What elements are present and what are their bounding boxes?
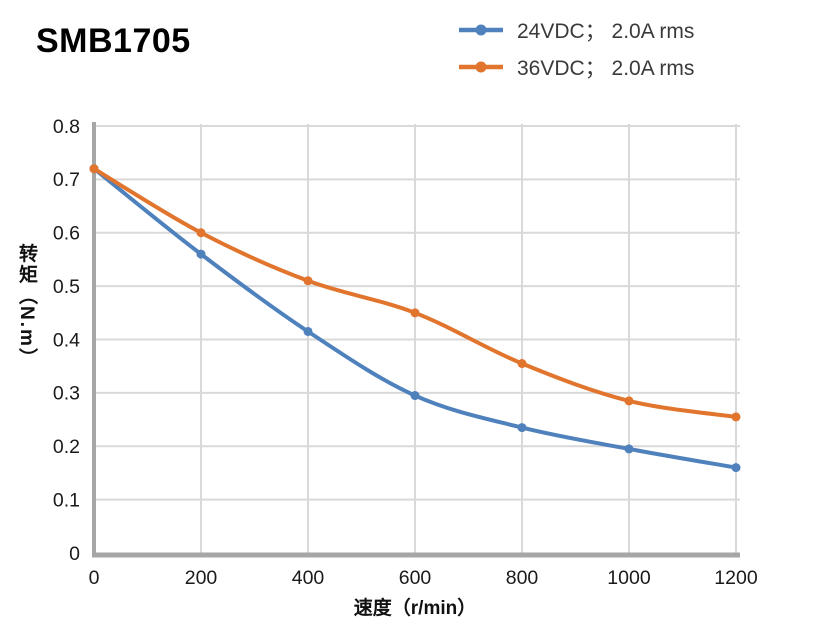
x-tick-label: 600: [399, 567, 432, 589]
y-tick-label: 0.7: [53, 169, 80, 191]
chart-title: SMB1705: [36, 22, 191, 60]
y-tick-label: 0.4: [53, 329, 80, 351]
legend-item-24vdc: 24VDC； 2.0A rms: [458, 15, 694, 45]
x-tick-label: 400: [292, 567, 325, 589]
legend: 24VDC； 2.0A rms 36VDC； 2.0A rms: [458, 15, 694, 82]
line-dot-marker-icon: [459, 61, 503, 73]
x-tick-label: 200: [185, 567, 218, 589]
legend-label-24vdc: 24VDC； 2.0A rms: [517, 20, 695, 43]
series-24vdc-marker: [196, 249, 206, 259]
series-36vdc-marker: [624, 396, 634, 406]
x-tick-label: 1200: [714, 567, 758, 589]
series-36vdc-marker: [517, 359, 527, 369]
x-tick-label: 0: [89, 567, 100, 589]
series-36vdc-marker: [196, 228, 206, 238]
series-24vdc-marker: [624, 444, 634, 454]
series-36vdc-marker: [89, 164, 99, 174]
y-tick-label: 0.2: [53, 436, 80, 458]
y-tick-label: 0.5: [53, 276, 80, 298]
x-axis-title: 速度（r/min）: [353, 598, 477, 619]
series-36vdc-marker: [303, 276, 313, 286]
y-tick-label: 0.6: [53, 223, 80, 245]
y-tick-label: 0: [69, 543, 80, 565]
series-36vdc-marker: [731, 412, 741, 422]
x-tick-label: 800: [506, 567, 539, 589]
y-axis-title: 转矩（N.m）: [16, 243, 37, 369]
x-tick-label: 1000: [607, 567, 651, 589]
series-24vdc-marker: [410, 391, 420, 401]
legend-item-36vdc: 36VDC； 2.0A rms: [458, 52, 694, 82]
series-36vdc-marker: [410, 308, 420, 318]
y-tick-label: 0.1: [53, 489, 80, 511]
series-24vdc-marker: [731, 463, 741, 473]
y-tick-label: 0.8: [53, 116, 80, 138]
series-24vdc-marker: [303, 326, 313, 336]
y-tick-label: 0.3: [53, 383, 80, 405]
series-24vdc-marker: [517, 423, 527, 433]
legend-label-36vdc: 36VDC； 2.0A rms: [517, 57, 695, 80]
line-dot-marker-icon: [459, 24, 503, 36]
